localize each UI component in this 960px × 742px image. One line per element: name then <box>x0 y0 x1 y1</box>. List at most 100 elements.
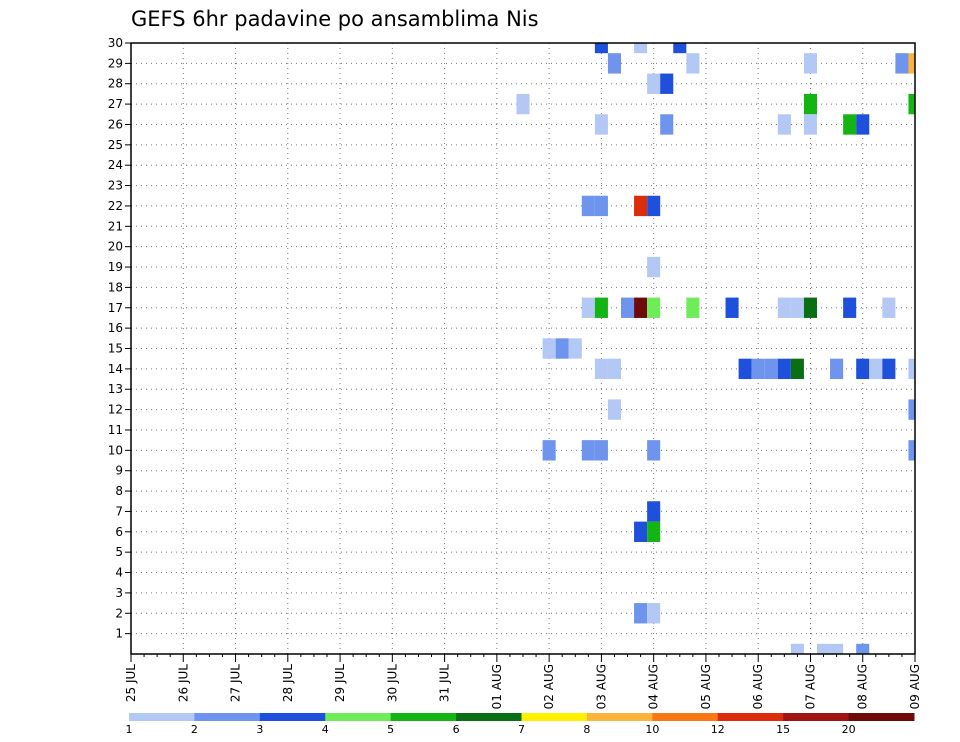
heatmap-cell <box>647 440 661 461</box>
y-tick-label: 27 <box>108 97 123 111</box>
heatmap-cell <box>843 297 857 318</box>
heatmap-cell <box>908 93 915 115</box>
legend-label: 5 <box>387 723 394 736</box>
heatmap-cell <box>581 297 595 318</box>
heatmap-cell <box>594 114 608 135</box>
heatmap-cell <box>555 338 569 359</box>
heatmap-cell <box>803 53 817 74</box>
heatmap-cell <box>777 114 791 135</box>
legend-label: 3 <box>256 723 263 736</box>
heatmap-cell <box>777 297 791 318</box>
heatmap-cell <box>647 297 661 318</box>
legend-color-swatch <box>194 713 261 721</box>
heatmap-cell <box>647 521 661 542</box>
heatmap-cell <box>686 53 700 74</box>
y-tick-label: 16 <box>108 321 123 335</box>
x-tick-label: 28 JUL <box>281 664 295 702</box>
x-tick-label: 09 AUG <box>908 664 922 709</box>
y-tick-label: 21 <box>108 219 123 233</box>
y-tick-label: 6 <box>115 525 123 539</box>
y-tick-label: 18 <box>108 280 123 294</box>
legend-label: 1 <box>126 723 133 736</box>
x-tick-label: 25 JUL <box>124 664 138 702</box>
heatmap-cell <box>686 297 700 318</box>
y-tick-label: 2 <box>115 606 123 620</box>
legend-color-swatch <box>325 713 392 721</box>
heatmap-cell <box>673 43 687 54</box>
heatmap-cell <box>882 297 896 318</box>
heatmap-cell <box>830 358 844 380</box>
heatmap-cell <box>882 358 896 380</box>
heatmap-cell <box>856 114 870 135</box>
heatmap-cell <box>908 53 915 74</box>
heatmap-cell <box>607 358 621 380</box>
grid-lines <box>130 42 916 654</box>
x-tick-label: 08 AUG <box>856 664 870 709</box>
x-tick-label: 07 AUG <box>803 664 817 709</box>
legend-color-swatch <box>586 713 653 721</box>
heatmap-cell <box>594 358 608 380</box>
heatmap-cell <box>634 521 648 542</box>
x-tick-label: 06 AUG <box>751 664 765 709</box>
heatmap-cell <box>817 643 831 654</box>
heatmap-cell <box>660 73 674 94</box>
y-tick-label: 24 <box>108 158 123 172</box>
heatmap-cell <box>607 399 621 420</box>
heatmap-cell <box>594 297 608 318</box>
heatmap-cell <box>908 440 915 461</box>
y-tick-label: 19 <box>108 260 123 274</box>
legend-color-swatch <box>259 713 326 721</box>
heatmap-cell <box>856 358 870 380</box>
y-tick-label: 5 <box>115 545 123 559</box>
legend-color-swatch <box>456 713 522 721</box>
heatmap-cell <box>647 256 661 278</box>
heatmap-cell <box>830 643 844 654</box>
heatmap-cell <box>647 73 661 94</box>
heatmap-cell <box>634 603 648 624</box>
heatmap-cell <box>869 358 883 380</box>
y-tick-label: 1 <box>115 627 123 641</box>
y-tick-label: 23 <box>108 179 123 193</box>
y-tick-label: 12 <box>108 403 123 417</box>
y-tick-label: 15 <box>108 342 123 356</box>
heatmap-cell <box>725 297 739 318</box>
x-tick-label: 31 JUL <box>438 664 452 702</box>
heatmap-cell <box>803 114 817 135</box>
heatmap-cell <box>542 338 556 359</box>
y-tick-label: 28 <box>108 77 123 91</box>
heatmap-cell <box>751 358 765 380</box>
heatmap-cell <box>621 297 635 318</box>
heatmap-cell <box>581 440 595 461</box>
heatmap-cell <box>790 643 804 654</box>
x-tick-label: 01 AUG <box>490 664 504 709</box>
legend-label: 6 <box>453 723 460 736</box>
legend-color-swatch <box>129 713 195 721</box>
legend-color-swatch <box>390 713 457 721</box>
legend-color-swatch <box>521 713 588 721</box>
y-tick-label: 30 <box>108 36 123 50</box>
heatmap-cell <box>764 358 778 380</box>
heatmap-cell <box>634 43 648 54</box>
legend-label: 15 <box>776 723 790 736</box>
y-tick-label: 25 <box>108 138 123 152</box>
heatmap-cell <box>777 358 791 380</box>
legend-label: 8 <box>583 723 590 736</box>
y-tick-label: 13 <box>108 382 123 396</box>
x-tick-label: 04 AUG <box>647 664 661 709</box>
heatmap-cell <box>803 297 817 318</box>
x-tick-label: 30 JUL <box>385 664 399 702</box>
heatmap-cell <box>790 358 804 380</box>
heatmap-cell <box>908 358 915 380</box>
heatmap-cell <box>908 399 915 420</box>
heatmap-cell <box>516 93 530 115</box>
y-tick-label: 29 <box>108 56 123 70</box>
y-tick-label: 9 <box>115 464 123 478</box>
legend-color-swatch <box>848 713 915 721</box>
heatmap-cell <box>634 297 648 318</box>
heatmap-cell <box>660 114 674 135</box>
heatmap-cell <box>542 440 556 461</box>
x-tick-label: 26 JUL <box>176 664 190 702</box>
y-tick-label: 11 <box>108 423 123 437</box>
y-tick-label: 4 <box>115 566 123 580</box>
heatmap-cell <box>594 440 608 461</box>
